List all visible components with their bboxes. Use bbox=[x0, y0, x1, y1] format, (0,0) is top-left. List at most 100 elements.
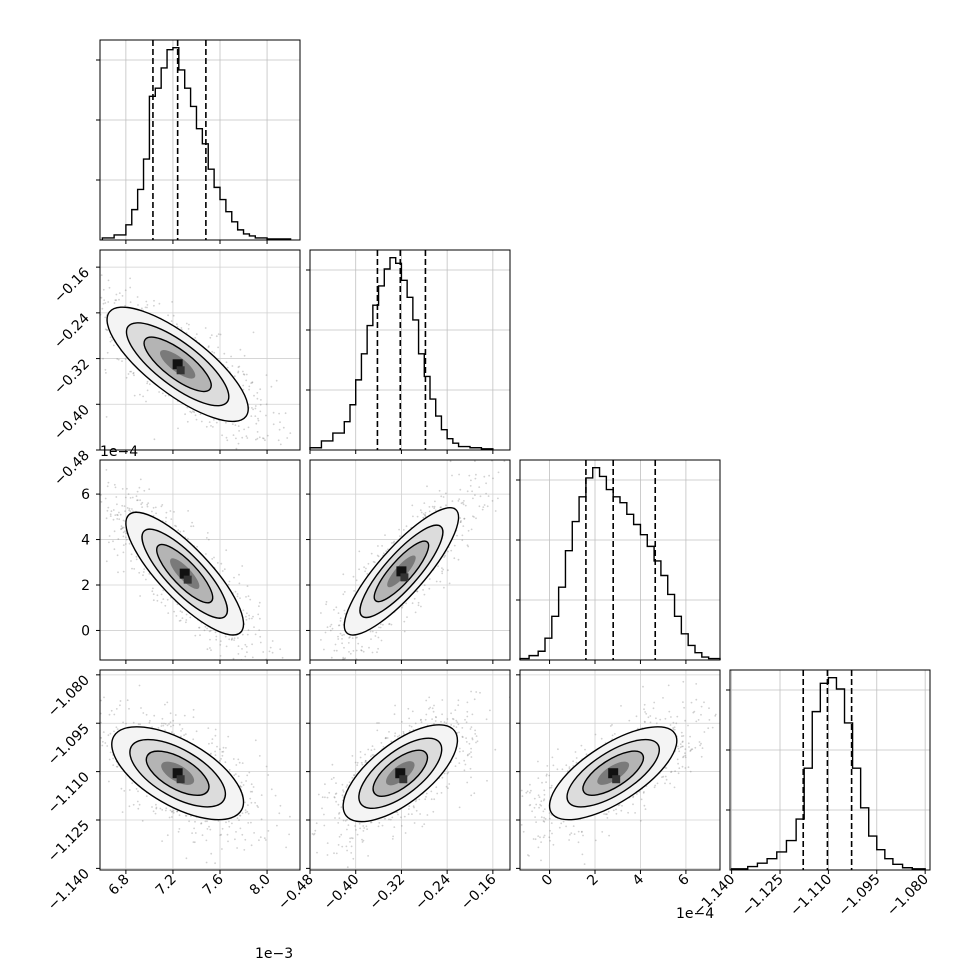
scatter-point bbox=[121, 488, 124, 490]
scatter-point bbox=[170, 725, 172, 728]
scatter-point bbox=[190, 525, 193, 528]
scatter-point bbox=[314, 829, 317, 832]
scatter-point bbox=[232, 657, 235, 660]
scatter-point bbox=[314, 661, 316, 663]
scatter-point bbox=[77, 752, 79, 754]
scatter-point bbox=[435, 786, 438, 789]
scatter-point bbox=[124, 530, 126, 532]
scatter-point bbox=[233, 375, 236, 378]
scatter-point bbox=[306, 668, 308, 670]
scatter-point bbox=[132, 372, 135, 374]
scatter-point bbox=[104, 742, 107, 744]
scatter-point bbox=[434, 716, 437, 718]
scatter-point bbox=[248, 385, 251, 388]
scatter-point bbox=[216, 745, 218, 748]
scatter-point bbox=[458, 750, 461, 753]
scatter-point bbox=[381, 824, 384, 827]
scatter-point bbox=[374, 635, 377, 637]
scatter-point bbox=[271, 640, 274, 642]
scatter-point bbox=[223, 568, 226, 571]
scatter-point bbox=[378, 822, 381, 824]
scatter-point bbox=[471, 737, 474, 740]
scatter-point bbox=[108, 713, 111, 716]
scatter-point bbox=[393, 826, 396, 828]
scatter-point bbox=[106, 509, 109, 512]
scatter-point bbox=[312, 833, 315, 836]
scatter-point bbox=[473, 698, 476, 701]
scatter-point bbox=[258, 436, 261, 439]
scatter-point bbox=[209, 647, 211, 649]
scatter-point bbox=[314, 670, 316, 672]
scatter-point bbox=[243, 373, 246, 376]
scatter-point bbox=[350, 852, 353, 854]
scatter-point bbox=[360, 649, 363, 652]
scatter-point bbox=[170, 810, 173, 813]
scatter-point bbox=[390, 740, 393, 743]
scatter-point bbox=[192, 708, 195, 711]
scatter-point bbox=[486, 779, 488, 782]
scatter-point bbox=[462, 750, 464, 752]
scatter-point bbox=[447, 550, 449, 553]
scatter-point bbox=[136, 800, 139, 803]
scatter-point bbox=[438, 489, 441, 492]
scatter-point bbox=[156, 594, 159, 597]
scatter-point bbox=[384, 737, 387, 740]
scatter-point bbox=[107, 734, 110, 737]
scatter-point bbox=[80, 712, 82, 714]
scatter-point bbox=[180, 327, 183, 329]
scatter-point bbox=[91, 337, 93, 339]
scatter-point bbox=[131, 782, 134, 784]
scatter-point bbox=[443, 721, 446, 724]
scatter-point bbox=[682, 755, 685, 758]
scatter-point bbox=[198, 626, 200, 629]
scatter-point bbox=[245, 618, 248, 621]
scatter-point bbox=[351, 777, 354, 779]
scatter-point bbox=[253, 626, 255, 628]
scatter-point bbox=[698, 741, 701, 743]
scatter-point bbox=[445, 504, 447, 507]
scatter-point bbox=[338, 817, 341, 819]
scatter-point bbox=[528, 855, 530, 857]
scatter-point bbox=[642, 685, 644, 688]
scatter-point bbox=[138, 486, 141, 489]
scatter-point bbox=[441, 699, 444, 701]
scatter-point bbox=[238, 761, 241, 764]
scatter-point bbox=[244, 655, 247, 658]
scatter-point bbox=[119, 700, 122, 702]
scatter-point bbox=[215, 638, 218, 641]
scatter-point bbox=[82, 308, 84, 310]
scatter-point bbox=[70, 723, 72, 725]
scatter-point bbox=[330, 623, 333, 626]
scatter-point bbox=[84, 307, 86, 309]
scatter-point bbox=[394, 732, 397, 735]
scatter-point bbox=[323, 824, 326, 827]
scatter-point bbox=[244, 809, 247, 811]
scatter-point bbox=[475, 473, 477, 476]
scatter-point bbox=[407, 707, 410, 710]
scatter-point bbox=[371, 754, 374, 756]
scatter-point bbox=[348, 781, 351, 784]
scatter-point bbox=[246, 774, 249, 777]
scatter-point bbox=[458, 731, 460, 734]
scatter-point bbox=[94, 318, 96, 320]
scatter-point bbox=[205, 537, 208, 539]
scatter-point bbox=[418, 798, 421, 801]
scatter-point bbox=[411, 813, 413, 815]
scatter-point bbox=[416, 515, 419, 518]
scatter-point bbox=[239, 348, 242, 351]
scatter-point bbox=[382, 746, 385, 748]
scatter-point bbox=[105, 469, 108, 471]
scatter-point bbox=[354, 825, 356, 827]
scatter-point bbox=[285, 846, 287, 849]
scatter-point bbox=[64, 268, 66, 270]
scatter-point bbox=[453, 725, 455, 727]
scatter-point bbox=[239, 784, 242, 787]
scatter-point bbox=[215, 421, 218, 424]
scatter-point bbox=[138, 803, 141, 806]
scatter-panel-3-0 bbox=[70, 669, 301, 874]
scatter-point bbox=[259, 836, 262, 839]
scatter-point bbox=[70, 312, 72, 314]
scatter-point bbox=[392, 835, 394, 838]
scatter-point bbox=[398, 528, 400, 531]
scatter-point bbox=[419, 719, 422, 721]
